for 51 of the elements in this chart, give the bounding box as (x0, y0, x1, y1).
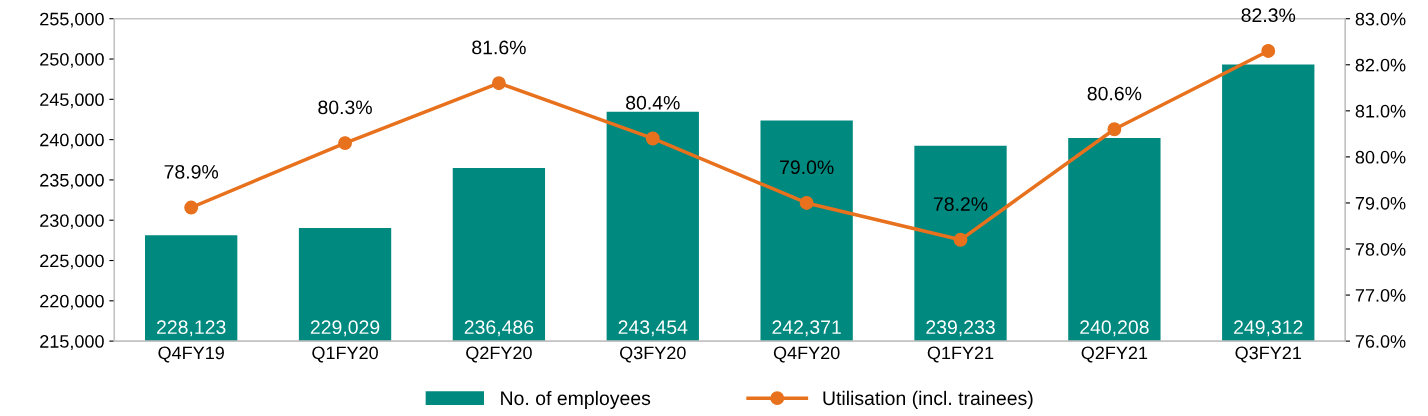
point (645, 131, 660, 146)
data-label: 78.2% (933, 197, 988, 211)
x-tick-label: Q1FY20 (312, 346, 378, 363)
y-tick-label: 215,000 (40, 335, 104, 350)
y-tick-label: 220,000 (40, 294, 104, 310)
data-label: 240,208 (1080, 320, 1149, 337)
x-tick-label: Q1FY21 (927, 346, 994, 363)
point (184, 200, 199, 215)
y2-tick-label: 78.0% (1355, 242, 1406, 256)
y-tick-label: 245,000 (40, 93, 104, 109)
y2-tick-label: 77.0% (1355, 289, 1406, 302)
x-tick-label: Q4FY20 (773, 346, 840, 363)
point (1261, 44, 1276, 58)
point (799, 196, 814, 210)
y2-tick-label: 79.0% (1355, 196, 1406, 210)
x-tick-label: Q3FY21 (1235, 346, 1301, 363)
data-label: 239,233 (926, 320, 995, 337)
data-label: 81.6% (472, 40, 526, 55)
data-label: 229,029 (310, 320, 380, 337)
x-tick-label: Q2FY21 (1081, 346, 1148, 363)
y-tick-label: 230,000 (40, 214, 104, 230)
point (491, 76, 506, 91)
point (338, 136, 352, 151)
data-label: 80.3% (318, 100, 372, 115)
point (1107, 122, 1122, 137)
data-label: 228,123 (157, 320, 226, 337)
y2-tick-label: 81.0% (1355, 104, 1406, 118)
x-tick-label: Q4FY19 (158, 346, 224, 363)
y2-tick-label: 82.0% (1355, 58, 1406, 72)
legend-label: Utilisation (incl. trainees) (823, 390, 1033, 409)
data-label: 242,371 (772, 320, 841, 337)
legend-label: No. of employees (501, 390, 651, 409)
data-label: 78.9% (164, 164, 219, 179)
y-tick-label: 235,000 (40, 173, 104, 189)
data-label: 82.3% (1241, 8, 1296, 23)
y2-tick-label: 80.0% (1355, 150, 1406, 164)
data-label: 249,312 (1234, 320, 1303, 337)
data-label: 80.4% (626, 95, 680, 110)
y2-tick-label: 83.0% (1355, 12, 1406, 26)
y-tick-label: 240,000 (40, 133, 104, 149)
y-tick-label: 255,000 (40, 12, 104, 28)
data-label: 80.6% (1087, 86, 1142, 101)
data-label: 243,454 (618, 320, 688, 337)
x-tick-label: Q2FY20 (466, 346, 532, 363)
x-tick-label: Q3FY20 (620, 346, 686, 363)
y-tick-label: 250,000 (40, 52, 104, 68)
data-label: 79.0% (780, 160, 834, 175)
y2-tick-label: 76.0% (1355, 335, 1406, 348)
y-tick-label: 225,000 (40, 254, 104, 270)
data-label: 236,486 (464, 320, 534, 337)
point (953, 232, 968, 247)
